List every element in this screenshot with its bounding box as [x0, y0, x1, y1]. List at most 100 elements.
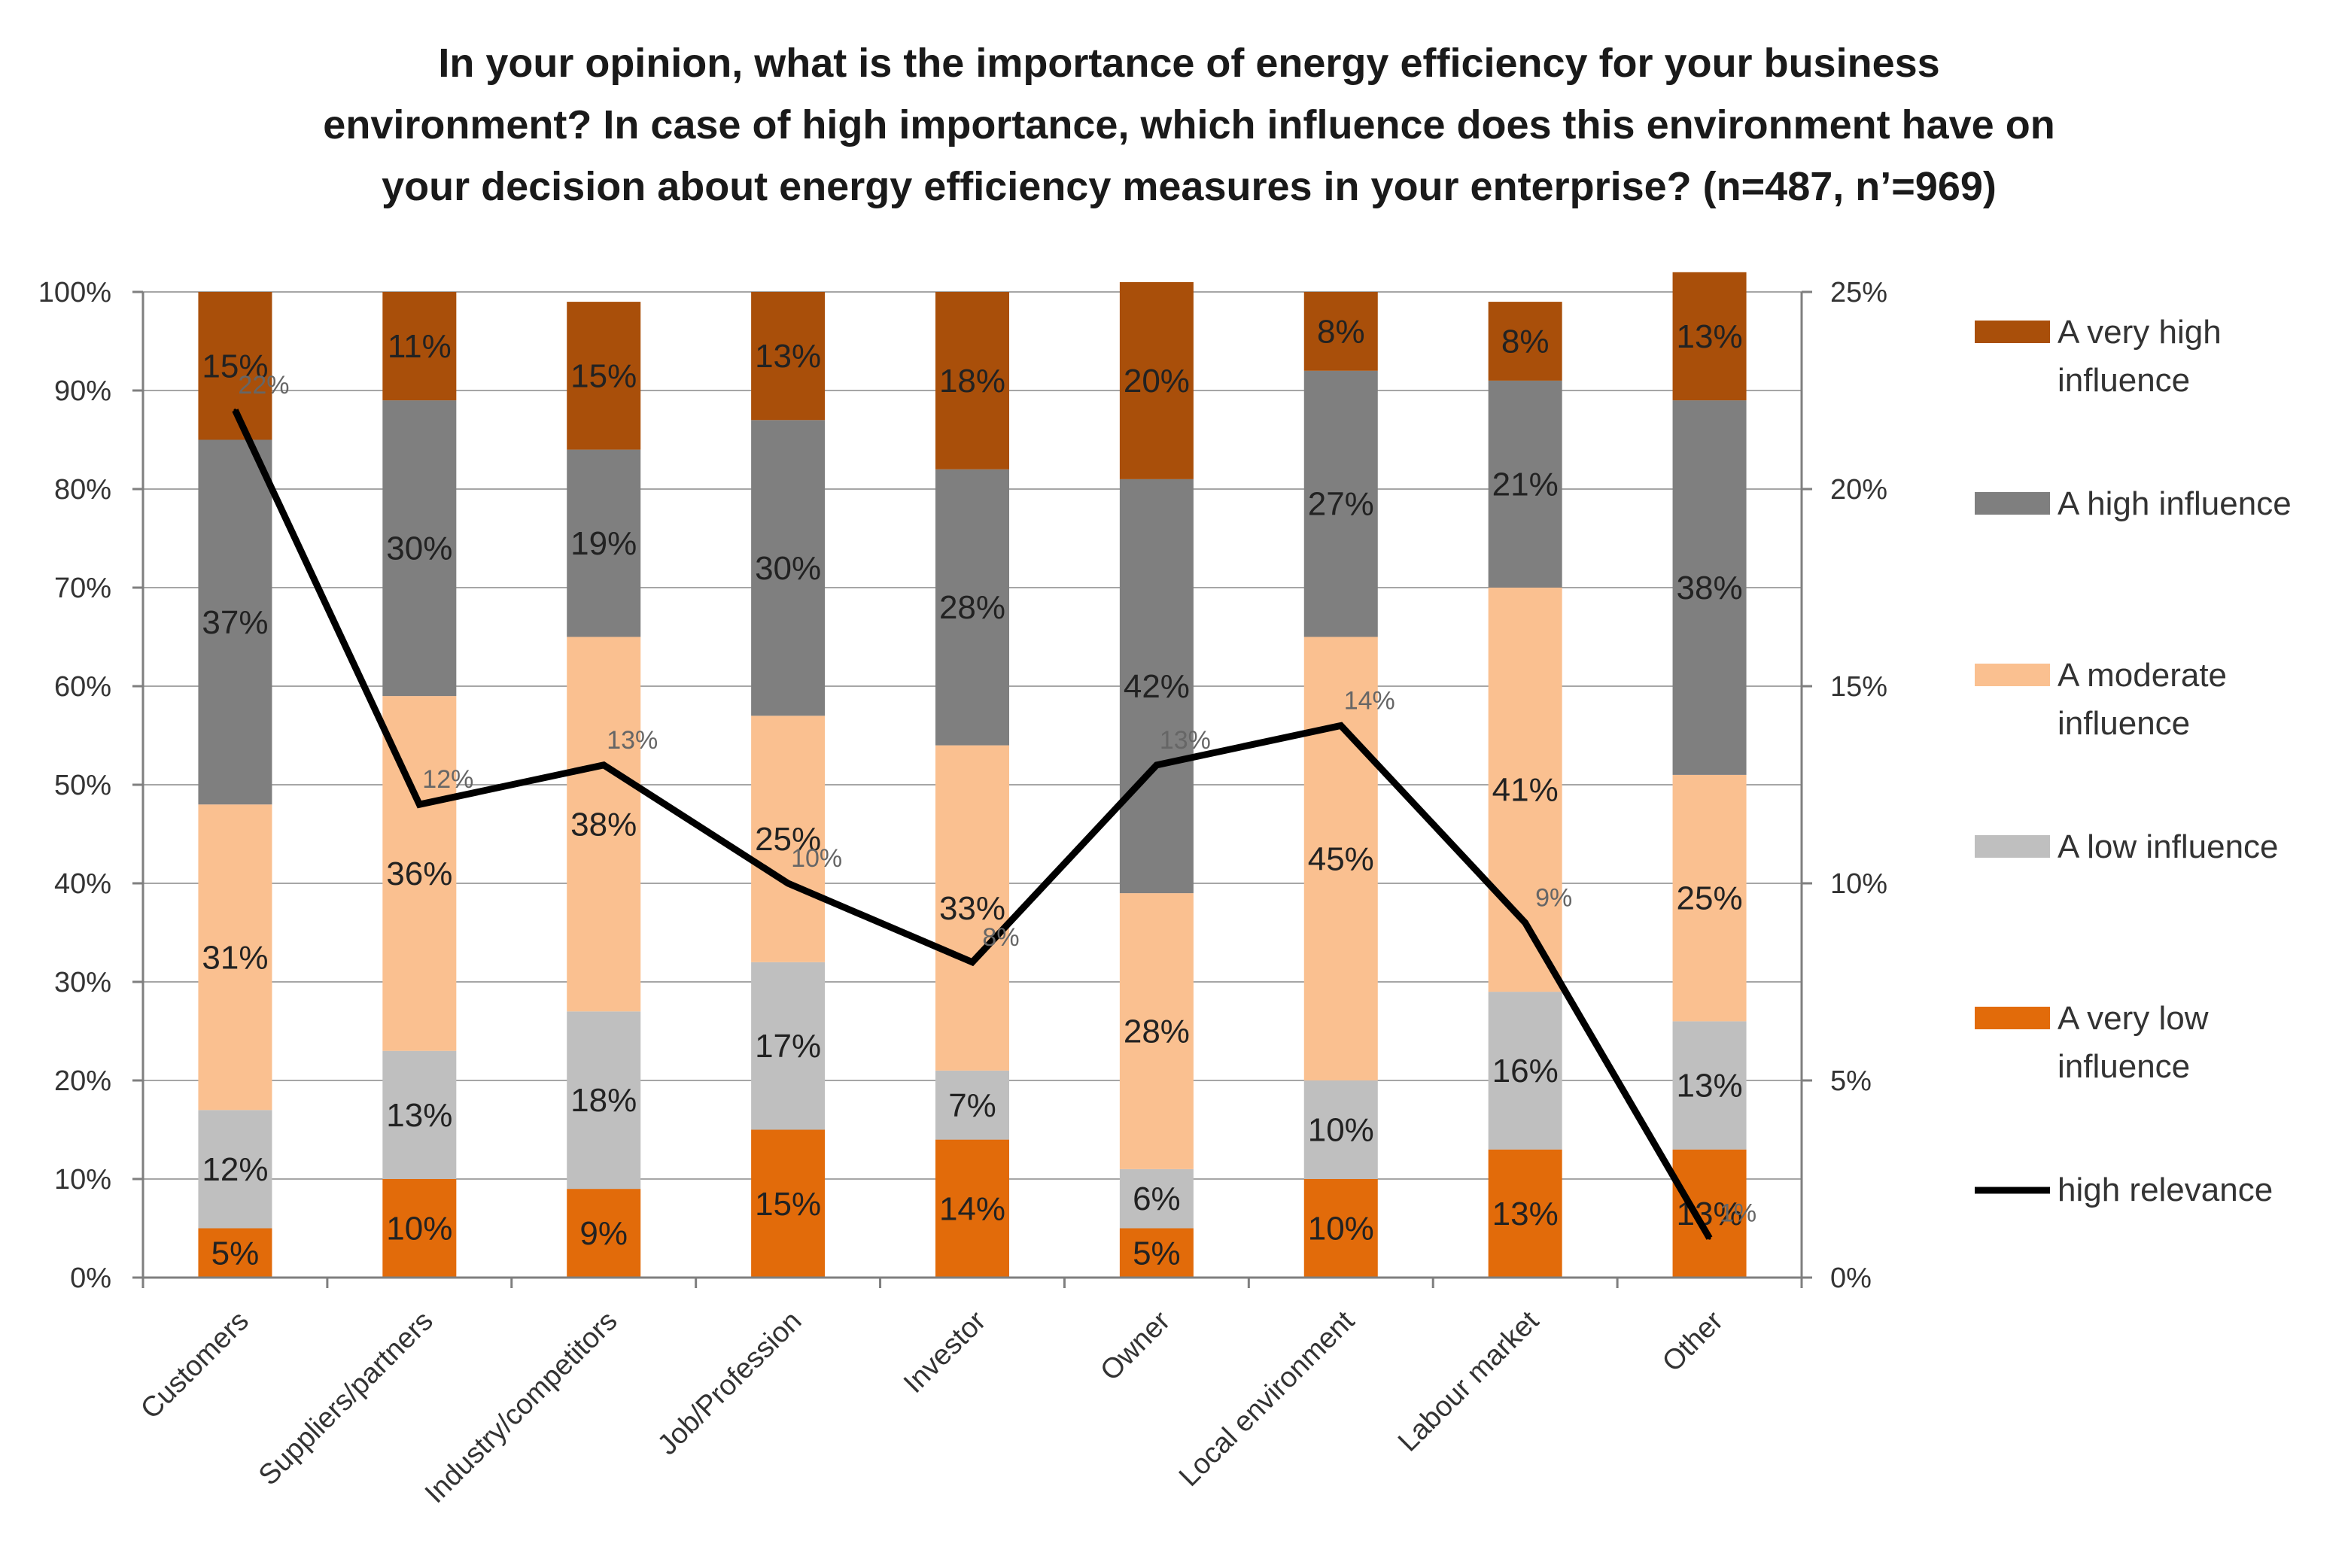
high-relevance-label-local-environment: 14% [1344, 686, 1395, 715]
data-label-owner-a-very-high-influence: 20% [1124, 363, 1190, 400]
data-label-other-a-high-influence: 38% [1677, 570, 1743, 606]
high-relevance-label-other: 1% [1720, 1199, 1756, 1228]
data-label-other-a-low-influence: 13% [1677, 1068, 1743, 1105]
data-label-investor-a-low-influence: 7% [948, 1087, 996, 1124]
bar-other-a-moderate-influence [1672, 774, 1747, 1022]
left-axis-tick-label: 40% [54, 868, 111, 900]
bar-investor-a-high-influence [935, 469, 1009, 746]
data-label-suppliers-partners-a-low-influence: 13% [386, 1097, 452, 1134]
bar-investor-a-low-influence [935, 1070, 1009, 1140]
stacked-bars [198, 272, 1747, 1278]
bar-other-a-high-influence [1672, 400, 1747, 775]
data-label-suppliers-partners-a-very-high-influence: 11% [388, 328, 452, 365]
data-label-job-profession-a-low-influence: 17% [755, 1028, 821, 1065]
left-axis-tick-label: 60% [54, 671, 111, 703]
data-label-job-profession-a-very-high-influence: 13% [755, 338, 821, 375]
data-label-labour-market-a-very-high-influence: 8% [1501, 324, 1550, 360]
bar-industry-competitors-a-moderate-influence [567, 637, 641, 1012]
data-label-suppliers-partners-a-moderate-influence: 36% [386, 855, 452, 892]
legend-swatch-a-very-low-influence [1975, 1007, 2050, 1029]
high-relevance-label-industry-competitors: 13% [607, 726, 658, 755]
legend-label-a-moderate-influence: influence [2058, 705, 2190, 742]
bar-industry-competitors-a-very-low-influence [567, 1189, 641, 1278]
high-relevance-label-customers: 22% [238, 371, 289, 400]
high-relevance-label-job-profession: 10% [791, 844, 842, 873]
bar-investor-a-very-high-influence [935, 292, 1009, 469]
right-axis-tick-label: 25% [1830, 277, 1887, 308]
high-relevance-line: 22% 12% 13% 10% 8% 13% 14% 9% 1% [232, 371, 1756, 1240]
bar-job-profession-a-very-low-influence [751, 1129, 826, 1278]
bar-labour-market-a-very-high-influence [1488, 302, 1562, 381]
left-axis-tick-label: 50% [54, 770, 111, 801]
data-label-industry-competitors-a-low-influence: 18% [570, 1082, 637, 1119]
data-label-investor-a-moderate-influence: 33% [939, 890, 1005, 927]
data-label-industry-competitors-a-high-influence: 19% [570, 525, 637, 562]
right-axis-tick-label: 20% [1830, 474, 1887, 506]
bar-local-environment-a-very-low-influence [1303, 1179, 1378, 1278]
data-label-suppliers-partners-a-high-influence: 30% [386, 530, 452, 567]
legend-label-a-high-influence: A high influence [2058, 485, 2292, 522]
right-axis-tick-label: 5% [1830, 1065, 1872, 1097]
data-label-investor-a-high-influence: 28% [939, 589, 1005, 626]
high-relevance-point-investor [971, 960, 974, 964]
data-label-customers-a-very-high-influence: 15% [202, 348, 268, 384]
high-relevance-point-industry-competitors [602, 763, 606, 767]
data-label-job-profession-a-moderate-influence: 25% [755, 821, 821, 858]
legend: A very high influence A high influence A mo… [1975, 314, 2292, 1208]
left-axis-tick-label: 100% [38, 277, 111, 308]
data-label-job-profession-a-very-low-influence: 15% [755, 1186, 821, 1223]
bar-owner-a-high-influence [1119, 479, 1194, 894]
bar-owner-a-very-low-influence [1119, 1228, 1194, 1278]
left-axis-tick-label: 0% [70, 1263, 111, 1294]
data-label-owner-a-moderate-influence: 28% [1124, 1013, 1190, 1050]
bar-labour-market-a-high-influence [1488, 380, 1562, 588]
bar-suppliers-partners-a-low-influence [382, 1050, 457, 1179]
data-label-local-environment-a-low-influence: 10% [1308, 1112, 1374, 1149]
bar-owner-a-low-influence [1119, 1168, 1194, 1229]
left-axis-tick-label: 70% [54, 573, 111, 604]
bar-industry-competitors-a-very-high-influence [567, 302, 641, 450]
data-label-labour-market-a-moderate-influence: 41% [1492, 772, 1559, 809]
bar-job-profession-a-moderate-influence [751, 716, 826, 962]
data-label-labour-market-a-high-influence: 21% [1492, 466, 1559, 503]
legend-swatch-a-moderate-influence [1975, 664, 2050, 686]
high-relevance-point-suppliers-partners [418, 803, 421, 807]
data-label-investor-a-very-low-influence: 14% [939, 1190, 1005, 1227]
high-relevance-label-suppliers-partners: 12% [422, 765, 473, 794]
data-label-labour-market-a-very-low-influence: 13% [1492, 1196, 1559, 1232]
data-label-local-environment-a-moderate-influence: 45% [1308, 840, 1374, 877]
bar-customers-a-high-influence [198, 439, 272, 805]
chart-title-line-3: your decision about energy efficiency me… [382, 164, 1997, 209]
bar-labour-market-a-low-influence [1488, 992, 1562, 1150]
high-relevance-point-local-environment [1339, 724, 1343, 728]
high-relevance-label-investor: 8% [982, 923, 1019, 952]
data-label-customers-a-high-influence: 37% [202, 604, 268, 641]
bar-owner-a-very-high-influence [1119, 281, 1194, 479]
left-axis-tick-label: 20% [54, 1065, 111, 1097]
bar-customers-a-very-low-influence [198, 1228, 272, 1278]
high-relevance-point-other [1708, 1236, 1711, 1240]
data-label-local-environment-a-very-high-influence: 8% [1317, 313, 1365, 350]
data-label-customers-a-moderate-influence: 31% [202, 939, 268, 976]
bar-other-a-low-influence [1672, 1021, 1747, 1150]
high-relevance-label-labour-market: 9% [1535, 883, 1572, 912]
left-axis-tick-label: 80% [54, 474, 111, 506]
data-label-investor-a-very-high-influence: 18% [939, 363, 1005, 400]
bar-job-profession-a-very-high-influence [751, 292, 826, 421]
high-relevance-point-labour-market [1523, 921, 1527, 925]
data-label-labour-market-a-low-influence: 16% [1492, 1053, 1559, 1089]
bar-suppliers-partners-a-very-low-influence [382, 1179, 457, 1278]
data-label-owner-a-low-influence: 6% [1133, 1181, 1181, 1217]
high-relevance-label-owner: 13% [1160, 726, 1211, 755]
right-axis-tick-label: 0% [1830, 1263, 1872, 1294]
data-label-other-a-very-high-influence: 13% [1677, 318, 1743, 355]
right-axis-tick-label: 15% [1830, 671, 1887, 703]
bar-customers-a-moderate-influence [198, 804, 272, 1111]
legend-label-a-very-high-influence: A very high [2058, 314, 2222, 351]
data-label-industry-competitors-a-very-high-influence: 15% [570, 357, 637, 394]
data-label-other-a-moderate-influence: 25% [1677, 880, 1743, 917]
bar-industry-competitors-a-low-influence [567, 1011, 641, 1190]
bar-job-profession-a-low-influence [751, 962, 826, 1130]
bar-job-profession-a-high-influence [751, 420, 826, 716]
